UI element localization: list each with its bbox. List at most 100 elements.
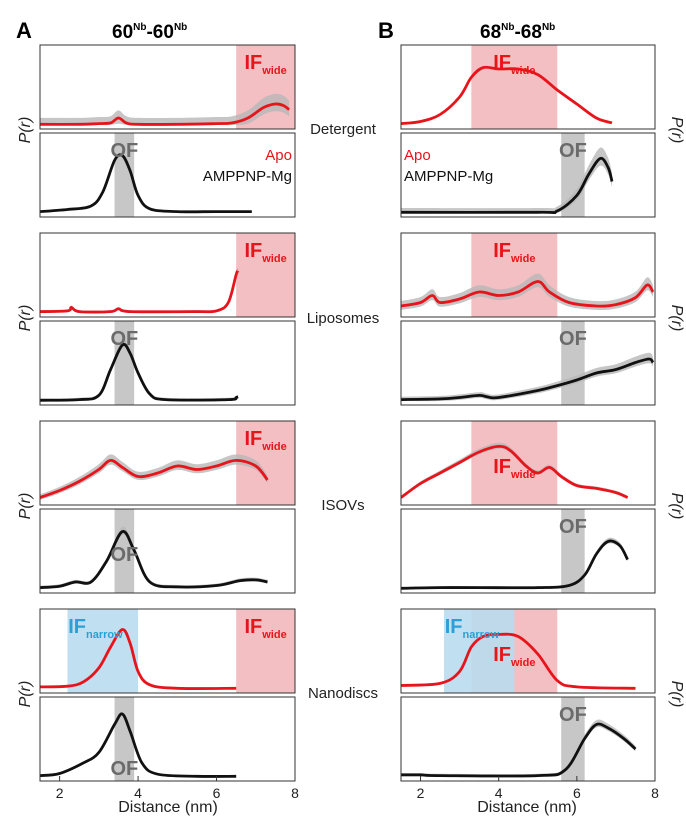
subplot-inner <box>401 421 629 505</box>
panel-a-title-sup1: Nb <box>133 22 146 33</box>
ylabel-text: P(r) <box>668 493 685 520</box>
panel-b-title: 68Nb-68Nb <box>480 22 555 43</box>
legend-apo-a: Apo <box>265 147 292 164</box>
wide-band <box>471 233 558 317</box>
narrow-band-label: IFnarrow <box>445 616 500 641</box>
subplot-frame <box>400 608 656 694</box>
subplot-frame <box>400 508 656 594</box>
apo-uncertainty <box>40 93 290 126</box>
of-band-label: OF <box>110 140 138 162</box>
narrow-band-label-main: IF <box>445 616 463 638</box>
of-band-label: OF <box>559 140 587 162</box>
x-tick-label: 4 <box>495 785 503 801</box>
subplot-inner <box>40 321 239 405</box>
ylabel-right-liposomes: P(r) <box>668 305 685 332</box>
ampp-uncertainty <box>40 339 239 402</box>
subplot-B-1-apo: IFwide <box>400 232 656 318</box>
panel-b-label: B <box>378 18 394 43</box>
ampp-pr-line <box>401 156 614 214</box>
of-band-label-main: OF <box>110 328 138 350</box>
subplot-A-3-ampp: OF 2 4 6 8 <box>39 696 299 801</box>
of-band-label: OF <box>559 704 587 726</box>
apo-uncertainty <box>40 454 268 500</box>
subplot-inner <box>40 233 295 317</box>
subplot-A-1-ampp: OF <box>39 320 296 406</box>
ampp-pr-line <box>40 343 239 402</box>
subplot-B-1-ampp: OF <box>400 320 656 406</box>
ylabel-left-nanodiscs: P(r) <box>17 681 34 708</box>
ylabel-right-isovs: P(r) <box>668 493 685 520</box>
narrow-band <box>443 609 515 693</box>
subplot-frame <box>400 132 656 218</box>
wide-band-label-main: IF <box>244 52 262 74</box>
ylabel-text: P(r) <box>668 305 685 332</box>
subplot-frame <box>39 420 296 506</box>
x-tick-label: 6 <box>213 785 221 801</box>
wide-band-label-main: IF <box>244 240 262 262</box>
legend-ampp-b: AMPPNP-Mg <box>404 168 493 185</box>
subplot-inner <box>401 133 614 217</box>
subplot-B-2-apo: IFwide <box>400 420 656 506</box>
subplot-A-1-apo: IFwide <box>39 232 296 318</box>
subplot-inner <box>40 509 268 593</box>
ampp-pr-line <box>401 539 629 590</box>
subplot-A-2-ampp: OF <box>39 508 296 594</box>
subplot-frame <box>39 696 296 782</box>
wide-band-label-main: IF <box>493 644 511 666</box>
wide-band-label: IFwide <box>493 644 535 669</box>
of-band <box>561 697 585 781</box>
wide-band <box>236 233 295 317</box>
ampp-pr-line <box>401 357 655 401</box>
apo-pr-line <box>40 102 290 126</box>
panel-b-title-mid: -68 <box>514 22 541 43</box>
wide-band-label-sub: wide <box>510 469 535 481</box>
subplot-A-0-ampp: OF <box>39 132 296 218</box>
wide-band-label: IFwide <box>244 52 286 77</box>
ampp-uncertainty <box>401 537 628 589</box>
wide-band <box>471 421 558 505</box>
wide-band-label-main: IF <box>244 616 262 638</box>
wide-band <box>471 45 558 129</box>
subplot-frame <box>400 696 656 782</box>
row-label-liposomes: Liposomes <box>307 310 380 327</box>
wide-band-label: IFwide <box>493 240 535 265</box>
wide-band-label-main: IF <box>493 240 511 262</box>
ylabel-text: P(r) <box>17 117 34 144</box>
wide-band-label-sub: wide <box>261 65 286 77</box>
wide-band-label-sub: wide <box>510 657 535 669</box>
apo-pr-line <box>401 444 629 499</box>
wide-band-label-main: IF <box>493 52 511 74</box>
apo-pr-line <box>40 628 237 690</box>
subplot-frame <box>39 232 296 318</box>
ylabel-text: P(r) <box>17 493 34 520</box>
of-band-label: OF <box>110 758 138 780</box>
ylabel-right-nanodiscs: P(r) <box>668 681 685 708</box>
panel-a-title-sup2: Nb <box>174 22 187 33</box>
ylabel-left-isovs: P(r) <box>17 493 34 520</box>
subplot-inner <box>401 321 655 405</box>
subplot-inner <box>401 697 637 781</box>
ylabel-text: P(r) <box>17 305 34 332</box>
subplot-A-3-apo: IFnarrow IFwide <box>39 608 296 694</box>
of-band <box>114 321 135 405</box>
subplot-inner <box>401 509 629 593</box>
panel-a-title: 60Nb-60Nb <box>112 22 187 43</box>
panel-b-title-main: 68 <box>480 22 501 43</box>
panel-a-label: A <box>16 18 32 43</box>
narrow-band-label-sub: narrow <box>463 629 500 641</box>
wide-band-label-sub: wide <box>510 65 535 77</box>
wide-band-label-sub: wide <box>261 441 286 453</box>
subplot-frame <box>400 232 656 318</box>
ylabel-left-liposomes: P(r) <box>17 305 34 332</box>
panel-a-title-main: 60 <box>112 22 133 43</box>
apo-uncertainty <box>401 273 653 311</box>
subplot-B-2-ampp: OF <box>400 508 656 594</box>
wide-band-label: IFwide <box>244 616 286 641</box>
subplot-A-0-apo: IFwide <box>39 44 296 130</box>
ampp-pr-line <box>40 530 268 589</box>
wide-band-label: IFwide <box>244 240 286 265</box>
subplot-frame <box>400 320 656 406</box>
ylabel-right-detergent: P(r) <box>668 117 685 144</box>
